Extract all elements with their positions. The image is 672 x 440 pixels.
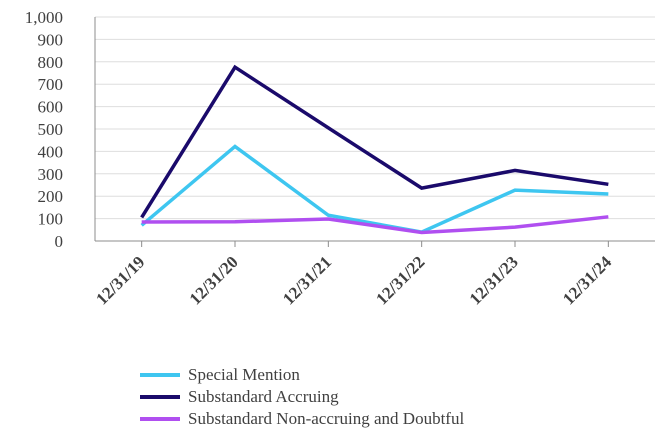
y-tick-label: 600 bbox=[38, 98, 64, 117]
y-tick-label: 200 bbox=[38, 187, 64, 206]
y-axis-tick-labels: 0 100 200 300 400 500 600 700 800 900 1,000 bbox=[25, 8, 63, 251]
y-tick-label: 900 bbox=[38, 30, 64, 49]
legend-swatch-special-mention bbox=[140, 373, 180, 377]
axes bbox=[94, 17, 655, 247]
y-tick-label: 400 bbox=[38, 142, 64, 161]
series-line-special-mention bbox=[140, 144, 609, 234]
legend-item-substandard-accruing: Substandard Accruing bbox=[140, 386, 464, 408]
x-tick-label: 12/31/19 bbox=[92, 252, 148, 308]
x-axis-tick-labels: 12/31/19 12/31/20 12/31/21 12/31/22 12/31/23… bbox=[92, 252, 615, 309]
y-tick-label: 100 bbox=[38, 210, 64, 229]
gridlines bbox=[95, 16, 655, 220]
series-line-substandard-non-accruing-and-doubtful bbox=[141, 215, 609, 235]
legend: Special Mention Substandard Accruing Sub… bbox=[140, 364, 464, 430]
legend-label-substandard-non-accruing: Substandard Non-accruing and Doubtful bbox=[188, 409, 465, 428]
legend-label-substandard-accruing: Substandard Accruing bbox=[188, 387, 339, 406]
y-tick-label: 500 bbox=[38, 120, 64, 139]
x-tick-label: 12/31/22 bbox=[372, 252, 428, 308]
x-tick-label: 12/31/23 bbox=[466, 252, 522, 308]
x-tick-label: 12/31/20 bbox=[186, 252, 242, 308]
legend-label-special-mention: Special Mention bbox=[188, 365, 300, 384]
legend-item-special-mention: Special Mention bbox=[140, 364, 464, 386]
x-tick-label: 12/31/21 bbox=[279, 252, 335, 308]
y-tick-label: 800 bbox=[38, 53, 64, 72]
legend-swatch-substandard-non-accruing bbox=[140, 417, 180, 421]
legend-swatch-substandard-accruing bbox=[140, 395, 180, 399]
y-tick-label: 0 bbox=[55, 232, 64, 251]
x-tick-label: 12/31/24 bbox=[559, 252, 616, 309]
series-line-substandard-accruing bbox=[140, 64, 609, 219]
y-tick-label: 1,000 bbox=[25, 8, 63, 27]
y-tick-label: 700 bbox=[38, 75, 64, 94]
series-lines bbox=[140, 64, 609, 235]
legend-item-substandard-non-accruing: Substandard Non-accruing and Doubtful bbox=[140, 408, 464, 430]
y-tick-label: 300 bbox=[38, 165, 64, 184]
